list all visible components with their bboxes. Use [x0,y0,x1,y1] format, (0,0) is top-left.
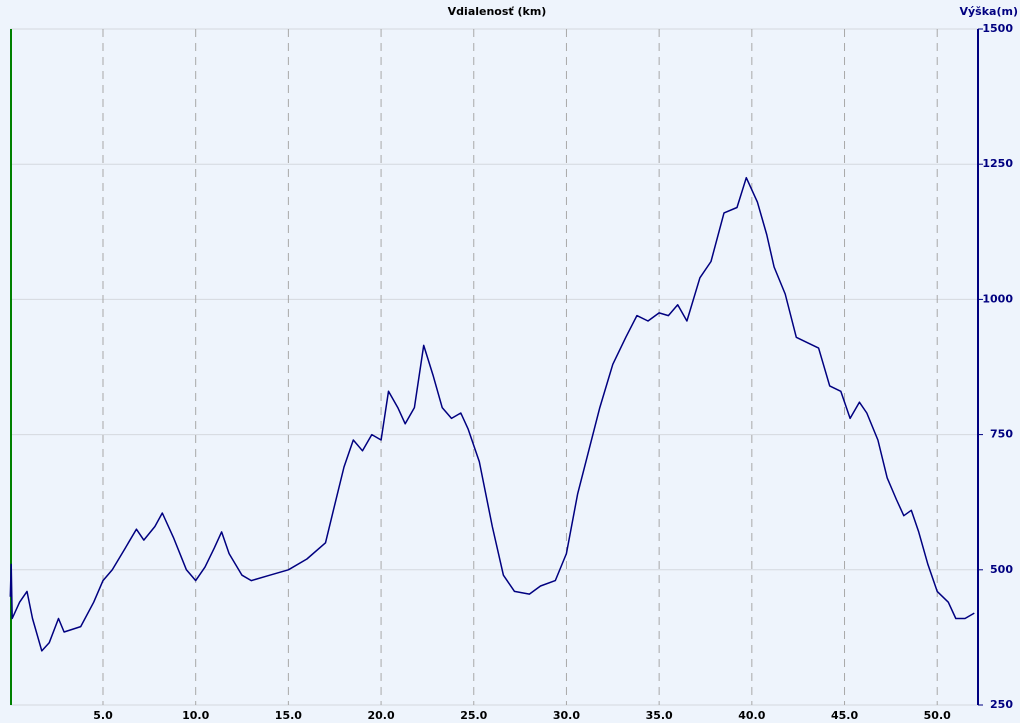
x-tick-label: 15.0 [275,709,302,722]
x-tick-label: 25.0 [460,709,487,722]
y-tick-label: 750 [990,428,1013,441]
x-tick-label: 30.0 [553,709,580,722]
y-tick-label: 500 [990,563,1013,576]
x-tick-label: 45.0 [831,709,858,722]
x-tick-label: 50.0 [924,709,951,722]
elevation-line [9,176,975,652]
x-tick-label: 35.0 [646,709,673,722]
y-tick-label: 1250 [982,157,1013,170]
x-tick-label: 10.0 [182,709,209,722]
y-tick-label: 1000 [982,292,1013,305]
y-tick-label: 1500 [982,22,1013,35]
x-tick-label: 40.0 [738,709,765,722]
y-axis-label: Výška(m) [960,5,1019,18]
x-tick-label: 20.0 [367,709,394,722]
y-tick-label: 250 [990,698,1013,711]
x-tick-label: 5.0 [93,709,113,722]
chart-title: Vdialenosť (km) [448,5,547,18]
